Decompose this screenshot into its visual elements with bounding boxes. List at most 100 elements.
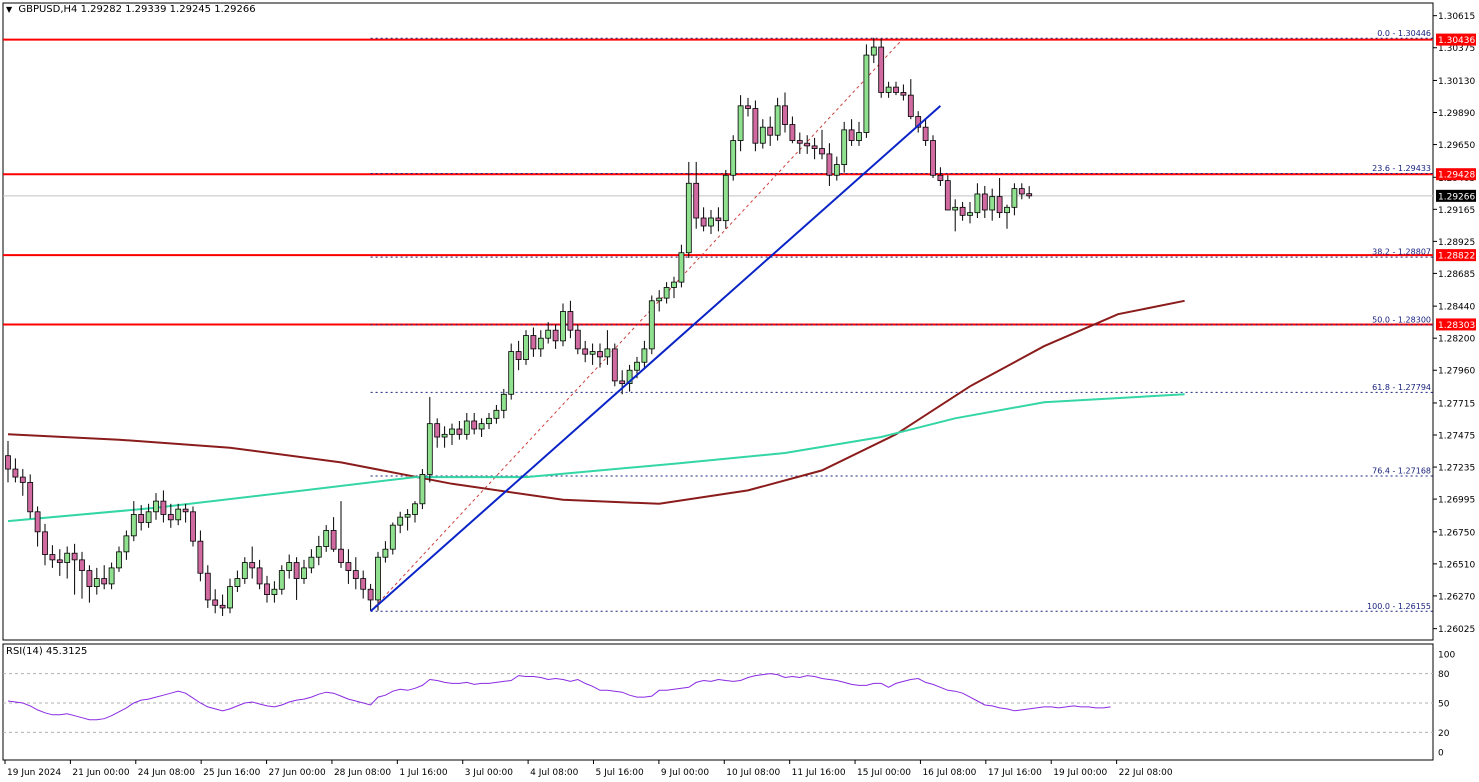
bullish-candle — [545, 329, 552, 339]
bearish-candle — [101, 578, 108, 585]
bullish-candle — [449, 428, 455, 435]
bearish-candle — [900, 92, 907, 96]
bullish-candle — [1004, 206, 1010, 214]
bearish-candle — [693, 182, 700, 219]
rsi-panel: 100 80 50 20 0 — [3, 651, 1455, 759]
bearish-candle — [767, 126, 774, 136]
bearish-candle — [212, 599, 219, 606]
bullish-candle — [404, 514, 411, 518]
bullish-candle — [974, 193, 981, 214]
bullish-candle — [560, 311, 566, 342]
bearish-candle — [352, 570, 359, 579]
bullish-candle — [989, 196, 996, 211]
bearish-candle — [197, 540, 204, 574]
bearish-candle — [848, 129, 855, 141]
bullish-candle — [278, 570, 285, 590]
bullish-candle — [426, 423, 433, 475]
bullish-candle — [626, 369, 633, 384]
fib-level-label: 38.2 - 1.28807 — [1372, 248, 1431, 257]
bearish-candle — [330, 530, 337, 550]
bearish-candle — [79, 559, 85, 571]
bullish-candle — [234, 578, 241, 587]
price-tick-label: 1.26510 — [1438, 560, 1475, 570]
fib-level-label: 61.8 - 1.27794 — [1372, 383, 1431, 392]
time-tick-label: 1 Jul 16:00 — [399, 768, 448, 778]
price-tick-label: 1.26270 — [1438, 592, 1475, 602]
bearish-candle — [27, 482, 34, 513]
bullish-candle — [1011, 188, 1018, 208]
bullish-candle — [478, 423, 485, 430]
bearish-candle — [715, 217, 722, 222]
bearish-candle — [811, 145, 818, 149]
bearish-candle — [56, 559, 63, 563]
price-tick-label: 1.28200 — [1438, 335, 1475, 345]
fib-level-label: 23.6 - 1.29433 — [1372, 164, 1431, 173]
ascending-trendline — [369, 105, 942, 613]
bearish-candle — [367, 588, 374, 601]
bearish-candle — [256, 567, 263, 585]
bullish-candle — [663, 287, 670, 299]
bearish-candle — [160, 500, 167, 515]
fibonacci-retracement[interactable]: 0.0 - 1.30446 23.6 - 1.29433 38.2 - 1.2880… — [370, 29, 1433, 612]
bullish-candle — [841, 129, 848, 165]
bullish-candle — [634, 361, 640, 371]
bullish-candle — [286, 562, 293, 571]
bullish-candle — [301, 567, 307, 579]
bullish-candle — [493, 409, 500, 419]
bearish-candle — [219, 604, 226, 609]
bearish-candle — [700, 217, 707, 227]
bearish-candle — [456, 428, 463, 435]
bullish-candle — [737, 105, 744, 141]
price-tick-label: 1.28925 — [1438, 238, 1475, 248]
bearish-candle — [530, 335, 537, 350]
bullish-candle — [759, 126, 766, 144]
bullish-candle — [241, 562, 248, 579]
dropdown-triangle-icon[interactable]: ▼ — [6, 5, 13, 14]
current-price-tag-bg — [1436, 189, 1476, 202]
bullish-candle — [500, 393, 507, 411]
bullish-candle — [227, 586, 233, 609]
trendline[interactable] — [369, 105, 942, 613]
price-tick-label: 1.29650 — [1438, 141, 1475, 151]
bullish-candle — [523, 335, 529, 360]
bearish-candle — [789, 124, 796, 141]
bearish-candle — [1026, 193, 1033, 197]
time-tick-label: 10 Jul 08:00 — [726, 768, 780, 778]
bullish-candle — [708, 217, 714, 227]
fib-level-label: 0.0 - 1.30446 — [1377, 29, 1431, 38]
rsi-tick-label: 50 — [1438, 700, 1450, 710]
bearish-candle — [944, 180, 951, 211]
bearish-candle — [471, 420, 478, 430]
rsi-line — [7, 673, 1111, 721]
bearish-candle — [190, 511, 196, 542]
bullish-candle — [315, 546, 322, 558]
bearish-candle — [819, 148, 825, 155]
price-tick-label: 1.30130 — [1438, 77, 1475, 87]
bearish-candle — [922, 126, 929, 141]
level-price-tag-bg — [1436, 249, 1476, 262]
time-tick-label: 9 Jul 00:00 — [661, 768, 710, 778]
bullish-candle — [589, 351, 596, 355]
bearish-candle — [597, 351, 603, 358]
bullish-candle — [648, 300, 655, 350]
bearish-candle — [204, 572, 211, 601]
fast-moving-average — [7, 393, 1185, 523]
bearish-candle — [752, 108, 759, 144]
price-tick-label: 1.30375 — [1438, 44, 1475, 54]
time-tick-label: 21 Jun 00:00 — [72, 768, 129, 778]
bullish-candle — [64, 552, 71, 563]
rsi-tick-label: 80 — [1438, 670, 1450, 680]
bullish-candle — [833, 164, 840, 176]
bearish-candle — [996, 196, 1003, 214]
bullish-candle — [486, 417, 492, 425]
current-price-tag: 1.29266 — [1438, 192, 1475, 202]
bearish-candle — [907, 94, 914, 117]
rsi-tick-label: 100 — [1438, 651, 1455, 661]
bearish-candle — [574, 329, 581, 350]
bearish-candle — [930, 140, 936, 176]
bearish-candle — [552, 329, 559, 342]
fib-level-label: 100.0 - 1.26155 — [1367, 602, 1431, 611]
fib-level-label: 50.0 - 1.28300 — [1372, 315, 1431, 324]
bullish-candle — [656, 297, 663, 302]
